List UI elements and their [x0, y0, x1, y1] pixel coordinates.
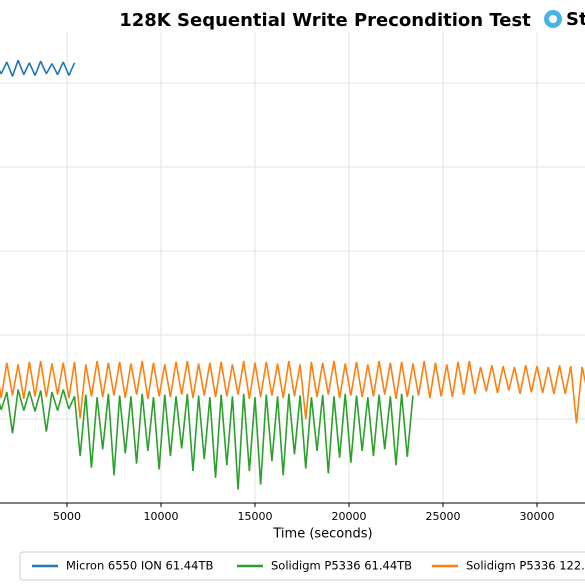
x-tick-label: 25000	[426, 510, 461, 523]
logo-text: St	[566, 9, 585, 30]
legend-label: Solidigm P5336 61.44TB	[271, 559, 412, 573]
chart-title: 128K Sequential Write Precondition Test	[119, 10, 531, 31]
x-tick-label: 15000	[238, 510, 273, 523]
legend-label: Solidigm P5336 122.	[466, 559, 585, 573]
data-line	[0, 60, 76, 77]
plot-area: 5000 10000 15000 20000 25000 30000	[0, 32, 585, 523]
x-tick-label: 5000	[53, 510, 81, 523]
x-tick-label: 10000	[144, 510, 179, 523]
logo-icon-inner	[549, 15, 557, 23]
data-line	[0, 360, 585, 424]
legend-label: Micron 6550 ION 61.44TB	[66, 559, 213, 573]
legend-box	[19, 551, 585, 581]
x-tick-label: 30000	[520, 510, 555, 523]
data-line	[0, 389, 414, 490]
x-axis-label: Time (seconds)	[272, 527, 372, 542]
x-tick-label: 20000	[332, 510, 367, 523]
